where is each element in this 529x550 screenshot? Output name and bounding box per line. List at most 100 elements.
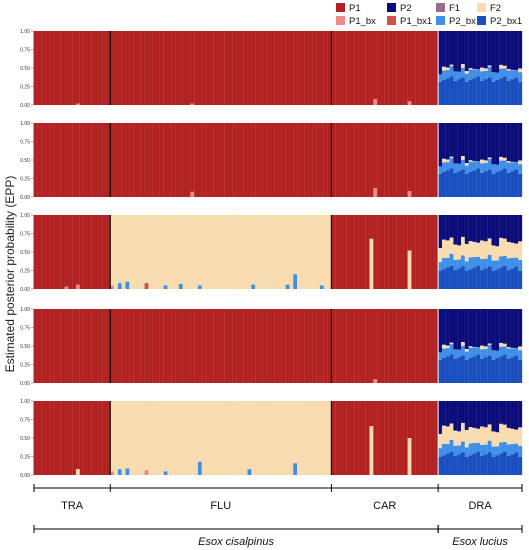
bar-flu-15-p2_bx — [163, 285, 168, 289]
bar-dra-5-f2 — [453, 430, 458, 446]
bar-dra-8-p2 — [464, 401, 469, 430]
bar-dra-13-p2 — [483, 401, 488, 428]
bar-flu-53-p1 — [308, 309, 313, 383]
bar-flu-53-f2 — [308, 401, 313, 475]
bar-dra-11-p2 — [476, 31, 481, 70]
bar-car-2-p1 — [335, 31, 340, 105]
bar-dra-8-p2_bx1 — [464, 359, 469, 383]
bar-car-9-p1 — [361, 401, 366, 475]
y-tick-label: 0.25 — [20, 84, 30, 90]
bar-car-13-p1 — [377, 215, 382, 289]
bar-dra-4-f2 — [449, 423, 454, 440]
bar-dra-17-p2 — [499, 215, 504, 238]
bar-dra-12-f2 — [480, 426, 485, 445]
bar-tra-13-p1 — [79, 31, 84, 105]
bar-car-15-p1 — [384, 401, 389, 475]
bar-flu-42-f2 — [266, 215, 271, 289]
bar-dra-5-p2_bx — [453, 445, 458, 457]
bar-flu-1-p1_bx — [110, 285, 115, 289]
bar-car-23-p1 — [415, 215, 420, 289]
bar-flu-3-p2_bx — [117, 469, 122, 475]
bar-flu-53-p1 — [308, 31, 313, 105]
bar-dra-12-p2_bx1 — [480, 456, 485, 475]
bar-dra-22-f2 — [518, 241, 523, 260]
bar-dra-15-p2_bx — [491, 164, 496, 174]
bar-tra-14-p1 — [83, 215, 88, 289]
bar-dra-1-f2 — [438, 248, 443, 263]
y-tick-label: 0.25 — [20, 454, 30, 460]
bar-flu-47-f2 — [285, 401, 290, 475]
bar-dra-22-p2_bx1 — [518, 270, 523, 289]
bar-tra-1-p1 — [34, 31, 38, 105]
bar-dra-15-p2_bx1 — [491, 359, 496, 383]
bar-dra-19-f2 — [506, 69, 511, 71]
bar-dra-14-p2_bx1 — [487, 452, 492, 475]
bar-car-16-p1 — [388, 31, 393, 105]
bar-tra-12-p1 — [75, 123, 80, 197]
bar-tra-5-p1 — [49, 309, 54, 383]
bar-dra-17-p2 — [499, 309, 504, 343]
population-labels: TRA FLU CAR DRA — [33, 484, 523, 512]
bar-flu-16-p1 — [167, 123, 172, 197]
bar-flu-32-p1 — [228, 309, 233, 383]
bar-dra-6-p2 — [457, 123, 462, 164]
bar-dra-16-p2_bx1 — [495, 357, 500, 383]
bar-tra-10-p1 — [68, 123, 73, 197]
bar-dra-18-p2_bx1 — [502, 76, 507, 105]
bar-dra-8-p2 — [464, 215, 469, 244]
bar-dra-13-f2 — [483, 427, 488, 445]
bar-dra-5-f2 — [453, 244, 458, 260]
bar-dra-1-p2_bx — [438, 74, 443, 82]
bar-flu-16-p1 — [167, 309, 172, 383]
bar-flu-29-p1 — [217, 31, 221, 105]
bar-dra-16-p2_bx1 — [495, 79, 500, 105]
bar-dra-9-p2_bx1 — [468, 79, 473, 105]
bar-dra-17-p2_bx1 — [499, 356, 504, 383]
bar-dra-8-p2_bx — [464, 261, 469, 271]
bar-dra-7-p2_bx — [461, 441, 465, 453]
bar-dra-19-p2_bx1 — [506, 172, 511, 197]
bar-dra-10-p2_bx — [472, 443, 477, 454]
bar-car-1-p1 — [331, 123, 336, 197]
bar-dra-4-p2 — [449, 123, 454, 157]
bar-dra-2-p2_bx — [441, 348, 446, 358]
bar-dra-18-f2 — [502, 157, 507, 161]
bar-dra-8-p2_bx1 — [464, 456, 469, 475]
bar-car-8-p1 — [358, 309, 363, 383]
bar-tra-11-p1 — [72, 123, 77, 197]
bar-flu-21-p1 — [186, 31, 191, 105]
bar-car-17-p1 — [392, 309, 397, 383]
bar-dra-17-p2_bx — [499, 346, 504, 357]
bar-flu-48-p1 — [289, 123, 294, 197]
bar-dra-9-f2 — [468, 346, 473, 348]
legend-swatch-p2 — [387, 3, 396, 12]
bar-tra-4-p1 — [45, 123, 50, 197]
bar-flu-18-p1 — [175, 309, 180, 383]
bar-flu-24-p1 — [197, 309, 202, 383]
bar-car-5-p1 — [346, 123, 351, 197]
bar-flu-25-f2 — [201, 215, 206, 289]
bar-dra-21-p2_bx1 — [514, 169, 519, 197]
bar-flu-9-p1 — [140, 31, 145, 105]
bar-dra-5-p2_bx1 — [453, 456, 458, 475]
bar-dra-19-f2 — [506, 161, 511, 163]
bar-tra-5-p1 — [49, 401, 54, 475]
bar-dra-10-p2_bx — [472, 347, 477, 357]
bar-flu-5-p1 — [125, 123, 130, 197]
bar-dra-9-p2_bx — [468, 161, 473, 172]
bar-dra-14-p2 — [487, 123, 492, 158]
bar-tra-8-p1 — [60, 309, 65, 383]
bar-car-5-p1 — [346, 215, 351, 289]
bar-flu-30-f2 — [220, 401, 225, 475]
bar-dra-6-p2_bx1 — [457, 171, 462, 197]
bar-flu-8-f2 — [136, 401, 141, 475]
bar-flu-8-p1 — [136, 309, 141, 383]
bar-tra-4-p1 — [45, 401, 50, 475]
bar-flu-15-p1 — [163, 31, 168, 105]
bar-car-23-p1 — [415, 31, 420, 105]
bar-dra-20-p2_bx — [510, 162, 515, 172]
bar-dra-6-p2_bx — [457, 71, 462, 80]
bar-car-25-p1 — [422, 123, 427, 197]
bar-car-6-p1 — [350, 309, 355, 383]
bar-flu-37-f2 — [247, 215, 252, 289]
